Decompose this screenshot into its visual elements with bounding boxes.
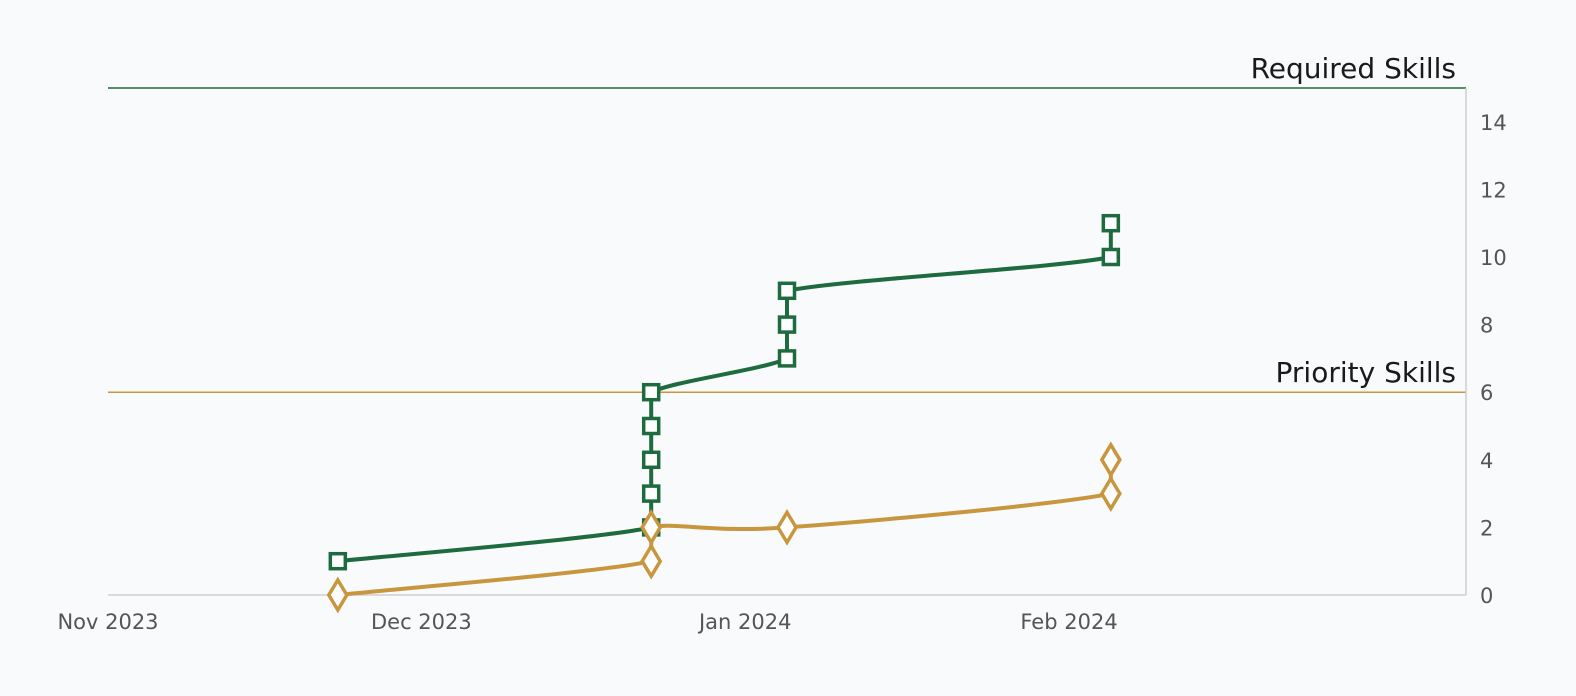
- x-tick-label: Dec 2023: [371, 610, 472, 634]
- series-layer: [326, 213, 1122, 614]
- y-tick-label: 8: [1480, 314, 1493, 338]
- data-point-marker: [640, 508, 663, 546]
- data-point-marker: [328, 551, 348, 571]
- data-point-marker: [1101, 247, 1121, 267]
- y-tick-label: 12: [1480, 178, 1507, 202]
- x-tick-label: Feb 2024: [1020, 610, 1117, 634]
- series-line: [335, 457, 1113, 597]
- data-point-marker: [1101, 213, 1121, 233]
- data-point-marker: [641, 484, 661, 503]
- data-point-marker: [641, 450, 661, 470]
- y-tick-label: 10: [1480, 246, 1507, 270]
- reference-lines: [108, 87, 1466, 393]
- axes: 0 2 4 6 8 10 12 14 Nov 2023 Dec 2023 Jan 2024 Feb 2…: [57, 88, 1507, 634]
- x-tick-label: Nov 2023: [57, 610, 158, 634]
- data-point-marker: [777, 315, 797, 334]
- reference-line-label: Priority Skills: [1276, 356, 1456, 389]
- data-point-marker: [641, 382, 661, 402]
- y-tick-label: 0: [1480, 584, 1493, 608]
- y-tick-label: 14: [1480, 111, 1507, 135]
- y-tick-label: 4: [1480, 449, 1493, 473]
- series-group: [326, 441, 1122, 614]
- data-point-marker: [1099, 441, 1122, 479]
- x-tick-label: Jan 2024: [697, 610, 792, 634]
- reference-labels: Required Skills Priority Skills: [1251, 52, 1456, 389]
- data-point-marker: [775, 508, 799, 546]
- data-point-marker: [777, 281, 797, 301]
- data-point-marker: [326, 576, 349, 614]
- data-point-marker: [640, 542, 663, 580]
- y-tick-label: 2: [1480, 516, 1493, 540]
- reference-line-label: Required Skills: [1251, 52, 1456, 85]
- data-point-marker: [777, 349, 797, 368]
- data-point-marker: [1099, 475, 1122, 513]
- data-point-marker: [641, 416, 661, 436]
- y-tick-label: 6: [1480, 381, 1493, 405]
